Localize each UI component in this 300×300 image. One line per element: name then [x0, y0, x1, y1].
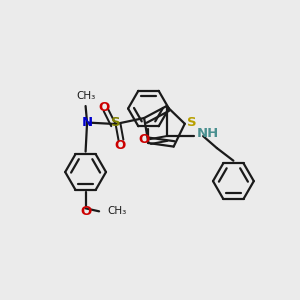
- Text: O: O: [98, 101, 109, 114]
- Text: CH₃: CH₃: [76, 91, 95, 101]
- Text: N: N: [82, 116, 93, 129]
- Text: CH₃: CH₃: [107, 206, 127, 216]
- Text: O: O: [80, 205, 91, 218]
- Text: S: S: [111, 116, 120, 129]
- Text: O: O: [138, 133, 150, 146]
- Text: S: S: [187, 116, 196, 129]
- Text: NH: NH: [196, 127, 219, 140]
- Text: O: O: [115, 140, 126, 152]
